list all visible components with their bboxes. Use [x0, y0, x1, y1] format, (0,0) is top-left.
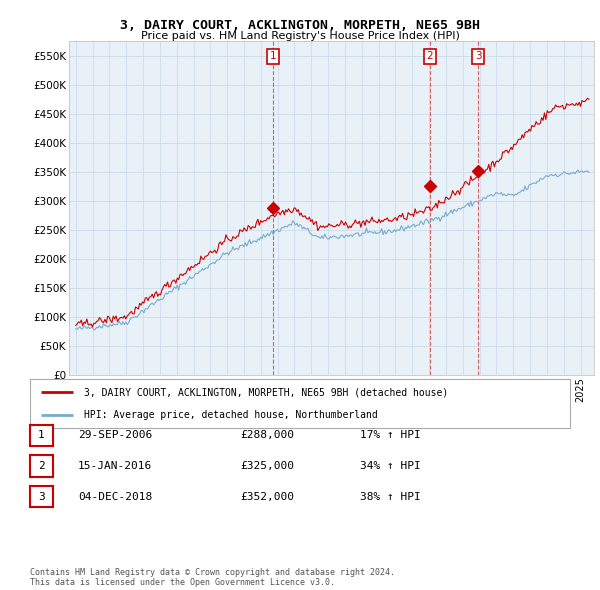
Text: 1: 1 — [38, 431, 45, 440]
Text: Price paid vs. HM Land Registry's House Price Index (HPI): Price paid vs. HM Land Registry's House … — [140, 31, 460, 41]
Text: 38% ↑ HPI: 38% ↑ HPI — [360, 492, 421, 502]
Text: 3, DAIRY COURT, ACKLINGTON, MORPETH, NE65 9BH: 3, DAIRY COURT, ACKLINGTON, MORPETH, NE6… — [120, 19, 480, 32]
Text: 3, DAIRY COURT, ACKLINGTON, MORPETH, NE65 9BH (detached house): 3, DAIRY COURT, ACKLINGTON, MORPETH, NE6… — [84, 388, 448, 398]
Text: £325,000: £325,000 — [240, 461, 294, 471]
Text: 1: 1 — [270, 51, 277, 61]
Text: HPI: Average price, detached house, Northumberland: HPI: Average price, detached house, Nort… — [84, 409, 378, 419]
Text: 29-SEP-2006: 29-SEP-2006 — [78, 431, 152, 440]
Text: 2: 2 — [38, 461, 45, 471]
Text: 3: 3 — [475, 51, 482, 61]
Text: £352,000: £352,000 — [240, 492, 294, 502]
Text: Contains HM Land Registry data © Crown copyright and database right 2024.
This d: Contains HM Land Registry data © Crown c… — [30, 568, 395, 587]
Text: 2: 2 — [427, 51, 433, 61]
Text: 17% ↑ HPI: 17% ↑ HPI — [360, 431, 421, 440]
Text: £288,000: £288,000 — [240, 431, 294, 440]
Text: 04-DEC-2018: 04-DEC-2018 — [78, 492, 152, 502]
Text: 3: 3 — [38, 492, 45, 502]
Text: 34% ↑ HPI: 34% ↑ HPI — [360, 461, 421, 471]
Text: 15-JAN-2016: 15-JAN-2016 — [78, 461, 152, 471]
